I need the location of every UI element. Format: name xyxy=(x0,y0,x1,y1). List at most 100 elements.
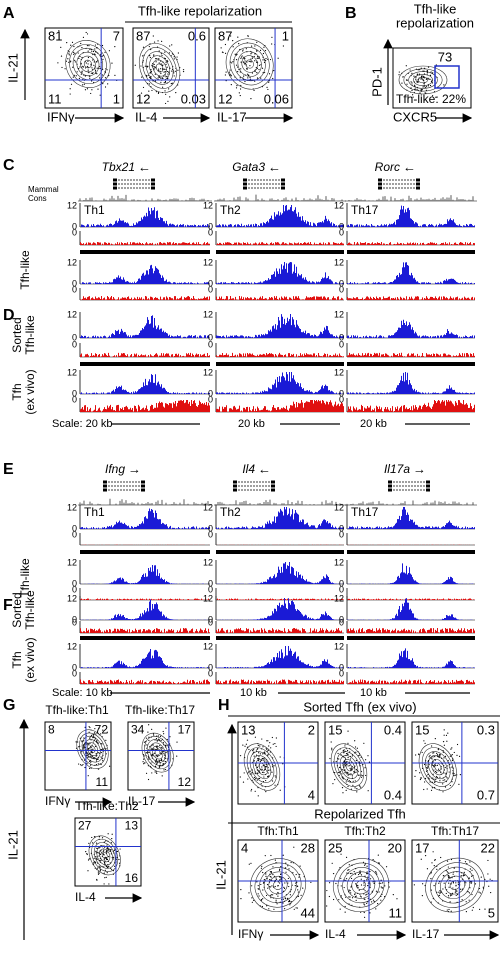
event-dot xyxy=(282,902,283,903)
event-dot xyxy=(488,886,489,887)
event-dot xyxy=(269,879,270,880)
event-dot xyxy=(88,859,89,860)
event-dot xyxy=(84,84,85,85)
event-dot xyxy=(455,890,456,891)
exon xyxy=(378,183,382,186)
label: CXCR5 xyxy=(393,109,437,124)
event-dot xyxy=(361,874,362,875)
signal-track xyxy=(216,646,344,668)
label: 8 xyxy=(48,723,55,737)
event-dot xyxy=(257,58,258,59)
event-dot xyxy=(411,81,412,82)
label: H xyxy=(218,697,230,714)
event-dot xyxy=(449,887,450,888)
label: ← xyxy=(258,461,271,476)
event-dot xyxy=(273,909,274,910)
signal-track xyxy=(347,680,475,684)
event-dot xyxy=(165,94,166,95)
event-dot xyxy=(95,851,96,852)
label: 4 xyxy=(241,841,248,856)
event-dot xyxy=(451,747,452,748)
event-dot xyxy=(247,77,248,78)
event-dot xyxy=(435,859,436,860)
event-dot xyxy=(487,873,488,874)
label: 12 xyxy=(67,641,77,651)
label: 81 xyxy=(48,29,62,44)
event-dot xyxy=(70,45,71,46)
event-dot xyxy=(448,909,449,910)
event-dot xyxy=(426,764,427,765)
event-dot xyxy=(162,78,163,79)
event-dot xyxy=(355,883,356,884)
signal-track xyxy=(347,262,475,284)
event-dot xyxy=(83,748,84,749)
event-dot xyxy=(439,890,440,891)
event-dot xyxy=(366,879,367,880)
event-dot xyxy=(378,891,379,892)
event-dot xyxy=(254,777,255,778)
exon xyxy=(233,489,237,492)
event-dot xyxy=(250,61,251,62)
event-dot xyxy=(118,859,119,860)
event-dot xyxy=(349,765,350,766)
label: 0 xyxy=(72,617,77,627)
event-dot xyxy=(165,727,166,728)
event-dot xyxy=(363,885,364,886)
event-dot xyxy=(465,861,466,862)
event-dot xyxy=(479,909,480,910)
event-dot xyxy=(91,80,92,81)
event-dot xyxy=(260,78,261,79)
event-dot xyxy=(331,748,332,749)
event-dot xyxy=(101,749,102,750)
event-dot xyxy=(262,898,263,899)
event-dot xyxy=(240,755,241,756)
event-dot xyxy=(270,876,271,877)
event-dot xyxy=(257,773,258,774)
event-dot xyxy=(481,877,482,878)
event-dot xyxy=(437,754,438,755)
exon xyxy=(416,183,420,186)
event-dot xyxy=(356,788,357,789)
event-dot xyxy=(450,895,451,896)
label: 22 xyxy=(481,841,495,856)
event-dot xyxy=(466,911,467,912)
event-dot xyxy=(466,901,467,902)
event-dot xyxy=(436,753,437,754)
event-dot xyxy=(246,61,247,62)
event-dot xyxy=(160,68,161,69)
event-dot xyxy=(450,756,451,757)
event-dot xyxy=(176,756,177,757)
event-dot xyxy=(237,36,238,37)
event-dot xyxy=(359,785,360,786)
event-dot xyxy=(444,883,445,884)
event-dot xyxy=(329,896,330,897)
label: 87 xyxy=(218,29,232,44)
event-dot xyxy=(271,43,272,44)
event-dot xyxy=(440,857,441,858)
event-dot xyxy=(296,907,297,908)
event-dot xyxy=(97,88,98,89)
event-dot xyxy=(462,899,463,900)
event-dot xyxy=(275,775,276,776)
event-dot xyxy=(444,729,445,730)
event-dot xyxy=(440,771,441,772)
event-dot xyxy=(452,887,453,888)
event-dot xyxy=(159,767,160,768)
event-dot xyxy=(288,878,289,879)
event-dot xyxy=(427,868,428,869)
event-dot xyxy=(176,741,177,742)
event-dot xyxy=(426,79,427,80)
event-dot xyxy=(262,758,263,759)
event-dot xyxy=(90,93,91,94)
event-dot xyxy=(149,83,150,84)
event-dot xyxy=(263,776,264,777)
event-dot xyxy=(267,878,268,879)
event-dot xyxy=(96,848,97,849)
event-dot xyxy=(95,746,96,747)
event-dot xyxy=(249,65,250,66)
event-dot xyxy=(252,58,253,59)
event-dot xyxy=(288,868,289,869)
event-dot xyxy=(449,771,450,772)
event-dot xyxy=(96,843,97,844)
event-dot xyxy=(272,78,273,79)
